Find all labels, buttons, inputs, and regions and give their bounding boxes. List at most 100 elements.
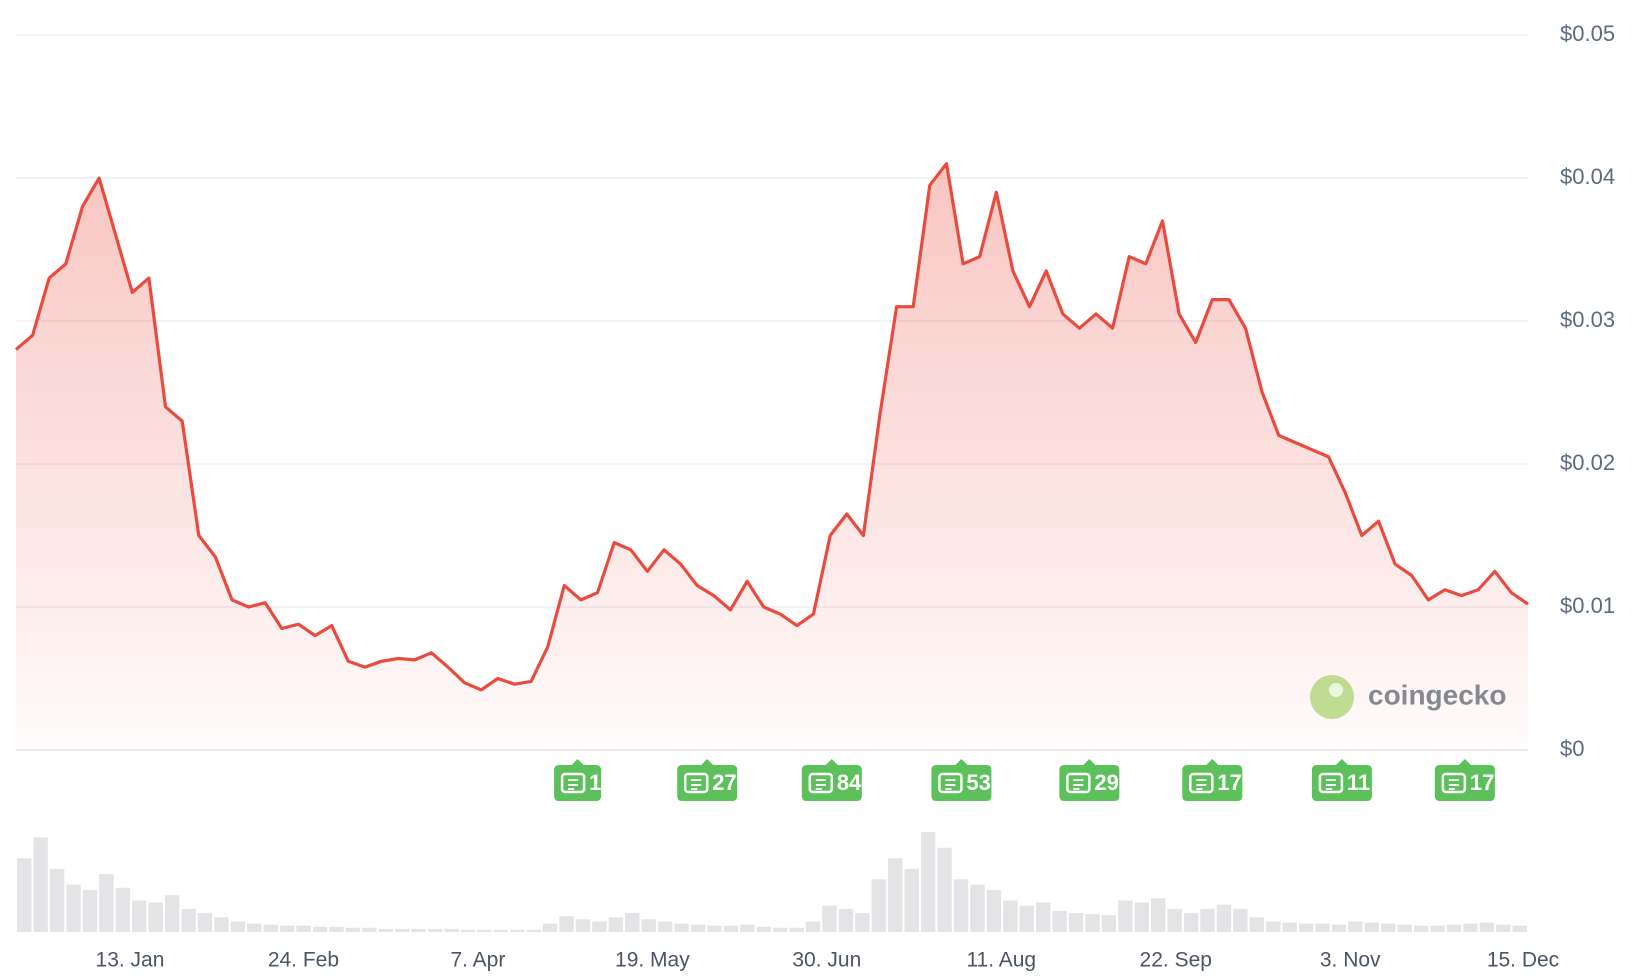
volume-bar <box>148 902 163 932</box>
badge-count: 53 <box>966 770 990 795</box>
volume-bar <box>1397 924 1412 932</box>
volume-bar <box>1167 908 1182 932</box>
volume-bar <box>970 884 985 932</box>
y-tick-label: $0.05 <box>1560 21 1615 46</box>
volume-bar <box>1019 905 1034 932</box>
volume-bar <box>444 928 459 932</box>
volume-bar <box>1003 900 1018 932</box>
news-badge[interactable]: 53 <box>931 759 992 801</box>
news-badge[interactable]: 84 <box>801 759 862 801</box>
volume-bar <box>575 919 591 932</box>
volume-bar <box>329 926 344 932</box>
volume-bar <box>1183 913 1199 932</box>
volume-bar <box>723 925 739 932</box>
volume-bar <box>1496 924 1511 932</box>
volume-bar <box>460 929 476 932</box>
watermark-text: coingecko <box>1368 679 1506 710</box>
volume-bar <box>1348 921 1363 932</box>
volume-bar <box>1068 913 1084 932</box>
volume-bar <box>214 917 229 932</box>
price-line <box>14 162 1529 692</box>
volume-bar <box>247 923 262 932</box>
volume-bar <box>888 858 903 932</box>
volume-bar <box>559 916 574 932</box>
volume-bar <box>674 923 689 932</box>
volume-bar <box>49 868 65 932</box>
badge-count: 29 <box>1094 770 1118 795</box>
volume-bar <box>937 847 952 932</box>
news-badge[interactable]: 27 <box>677 759 738 801</box>
volume-bar <box>427 928 443 932</box>
volume-bar <box>756 926 771 932</box>
y-tick-label: $0.04 <box>1560 164 1615 189</box>
badge-icon <box>683 772 709 794</box>
x-tick-label: 15. Dec <box>1487 949 1559 972</box>
x-tick-label: 22. Sep <box>1140 949 1212 972</box>
badge-count: 11 <box>1347 770 1370 795</box>
volume-bar <box>1430 925 1445 932</box>
x-tick-label: 7. Apr <box>450 949 505 972</box>
badge-count: 17 <box>1470 770 1494 795</box>
volume-bar <box>1085 914 1100 932</box>
badge-icon <box>938 772 963 794</box>
volume-bar <box>378 928 393 932</box>
news-badge[interactable]: 29 <box>1059 759 1120 801</box>
badge-count: 1 <box>589 770 601 795</box>
volume-bar <box>296 925 311 932</box>
badge-count: 17 <box>1217 770 1241 795</box>
volume-bar <box>115 887 131 932</box>
news-badge[interactable]: 17 <box>1434 759 1495 801</box>
badge-count: 27 <box>712 770 736 795</box>
news-badge[interactable]: 17 <box>1182 759 1243 801</box>
volume-bar <box>279 925 295 932</box>
badge-icon-lines <box>1448 779 1459 790</box>
volume-bar <box>690 924 706 932</box>
price-area <box>16 163 1528 750</box>
volume-bar <box>1479 922 1495 932</box>
volume-bar <box>1512 925 1527 932</box>
volume-bar <box>542 923 558 932</box>
volume-bar <box>1381 923 1396 932</box>
volume-bar <box>345 927 361 932</box>
y-tick-label: $0.01 <box>1560 593 1615 618</box>
volume-bar <box>773 927 788 932</box>
volume-bar <box>789 927 804 932</box>
volume-bar <box>1315 923 1330 932</box>
volume-bar <box>181 908 196 932</box>
volume-bar <box>740 924 755 932</box>
badge-icon <box>1189 772 1214 794</box>
volume-bar <box>1298 923 1314 932</box>
volume-bar <box>1331 924 1347 932</box>
badge-icon <box>560 772 586 794</box>
x-tick-label: 3. Nov <box>1320 949 1381 972</box>
badge-count: 84 <box>837 770 862 795</box>
news-badge[interactable]: 1 <box>554 759 601 801</box>
badge-icon-lines <box>1196 779 1207 790</box>
volume-bar <box>230 921 246 932</box>
badge-icon <box>1066 772 1091 794</box>
volume-bar <box>953 879 969 932</box>
volume-bar <box>608 917 624 932</box>
volume-bar <box>477 929 492 932</box>
y-tick-label: $0.03 <box>1560 307 1615 332</box>
x-tick-label: 30. Jun <box>792 949 861 972</box>
volume-bar <box>1200 908 1215 932</box>
volume-bar <box>1463 923 1478 932</box>
x-tick-label: 19. May <box>615 949 690 972</box>
volume-bar <box>411 928 426 932</box>
volume-bar <box>164 895 180 932</box>
volume-bar <box>986 889 1002 932</box>
volume-bar <box>838 908 854 932</box>
badge-icon-lines <box>945 779 956 790</box>
x-tick-label: 13. Jan <box>96 949 165 972</box>
y-tick-label: $0 <box>1560 736 1584 761</box>
news-badge[interactable]: 11 <box>1311 759 1372 801</box>
volume-bar <box>904 868 919 932</box>
volume-bar <box>855 913 870 932</box>
x-tick-label: 24. Feb <box>268 949 339 972</box>
volume-bar <box>1035 902 1051 932</box>
volume-bar <box>625 913 640 932</box>
watermark: coingecko <box>1310 675 1506 719</box>
volume-bar <box>1249 917 1265 932</box>
